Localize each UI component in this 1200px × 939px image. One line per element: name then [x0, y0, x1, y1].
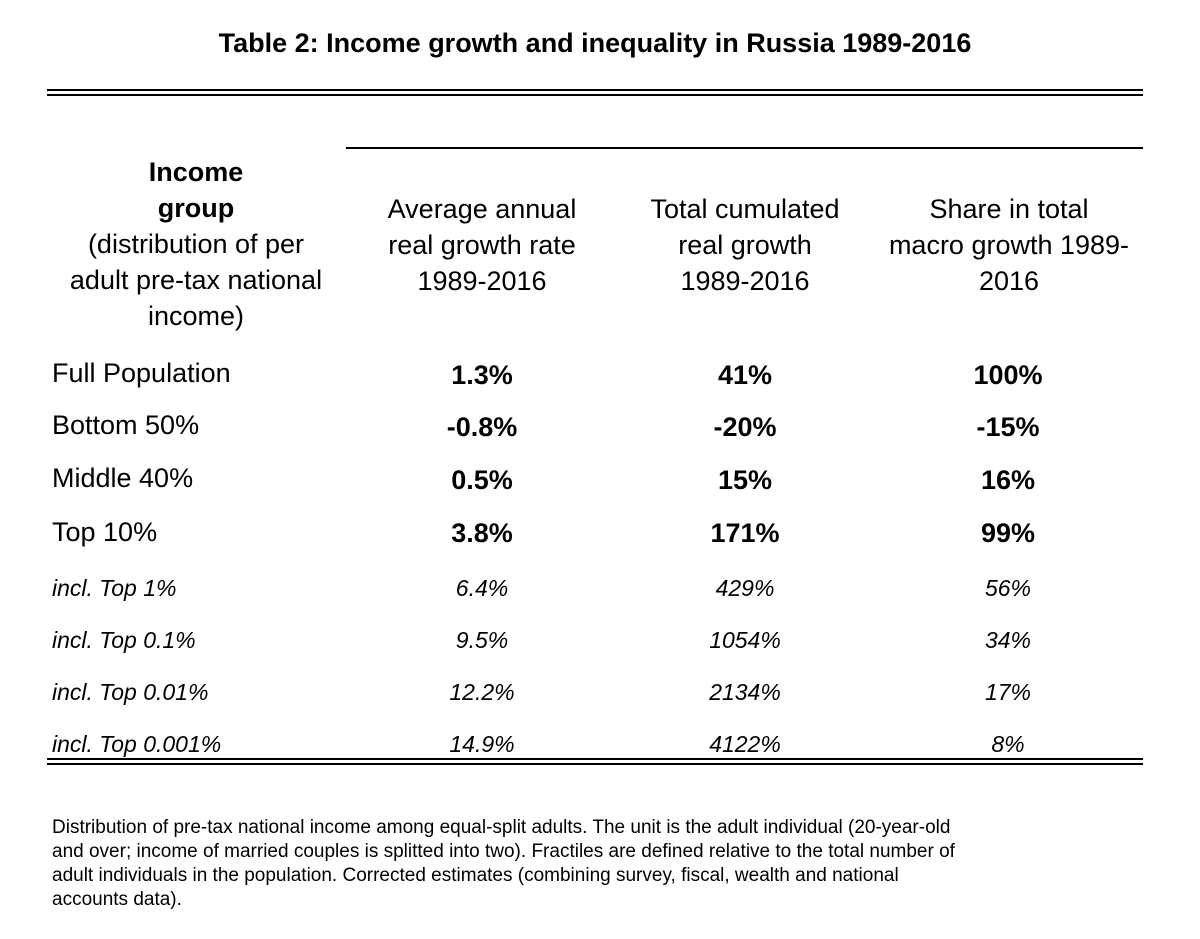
cell-total-growth: 4122%: [709, 731, 781, 757]
header-total-growth-line-3: 1989-2016: [680, 266, 810, 296]
cell-total-growth: -20%: [713, 412, 777, 442]
cell-avg-growth: 1.3%: [451, 360, 513, 390]
bottom-double-rule-upper: [47, 758, 1143, 760]
header-income-group-bold-2: group: [157, 193, 235, 223]
footnote-line-3: adult individuals in the population. Cor…: [52, 865, 899, 886]
cell-avg-growth: 0.5%: [451, 465, 513, 495]
row-label-top-10: Top 10%: [52, 517, 158, 547]
cell-share: 99%: [980, 518, 1036, 548]
header-total-growth-line-2: real growth: [678, 230, 812, 260]
header-rule: [346, 147, 1143, 149]
row-label-top-0-01: incl. Top 0.01%: [52, 679, 209, 705]
cell-total-growth: 1054%: [709, 627, 781, 653]
header-income-group-line-2: adult pre-tax national: [69, 265, 323, 295]
footnote-line-4: accounts data).: [52, 889, 182, 910]
cell-share: 34%: [984, 627, 1032, 653]
cell-share: -15%: [976, 412, 1040, 442]
cell-total-growth: 171%: [710, 518, 780, 548]
cell-avg-growth: 14.9%: [449, 731, 515, 757]
cell-total-growth: 41%: [717, 360, 773, 390]
row-label-top-0-1: incl. Top 0.1%: [52, 627, 196, 653]
footnote-line-2: and over; income of married couples is s…: [52, 841, 955, 862]
row-label-bottom-50: Bottom 50%: [52, 410, 200, 440]
cell-avg-growth: 9.5%: [455, 627, 509, 653]
row-label-full-population: Full Population: [52, 358, 231, 388]
footnote-line-1: Distribution of pre-tax national income …: [52, 817, 951, 838]
row-label-middle-40: Middle 40%: [52, 463, 194, 493]
table-title: Table 2: Income growth and inequality in…: [218, 28, 972, 58]
row-label-top-1: incl. Top 1%: [52, 575, 177, 601]
header-share-line-3: 2016: [978, 266, 1040, 296]
table-footnote: Distribution of pre-tax national income …: [52, 816, 1162, 912]
header-income-group-bold-1: Income: [148, 157, 244, 187]
cell-share: 16%: [980, 465, 1036, 495]
header-avg-growth-line-1: Average annual: [387, 194, 577, 224]
cell-avg-growth: 3.8%: [451, 518, 513, 548]
cell-total-growth: 15%: [717, 465, 773, 495]
header-avg-growth: Average annual real growth rate 1989-201…: [352, 191, 612, 299]
header-income-group: Income group (distribution of per adult …: [40, 154, 352, 334]
row-label-top-0-001: incl. Top 0.001%: [52, 731, 222, 757]
cell-total-growth: 429%: [715, 575, 775, 601]
header-share: Share in total macro growth 1989- 2016: [878, 191, 1140, 299]
cell-share: 56%: [984, 575, 1032, 601]
cell-avg-growth: 12.2%: [449, 679, 515, 705]
cell-share: 8%: [991, 731, 1025, 757]
cell-total-growth: 2134%: [709, 679, 781, 705]
top-double-rule-lower: [47, 94, 1143, 96]
header-avg-growth-line-3: 1989-2016: [417, 266, 547, 296]
header-total-growth-line-1: Total cumulated: [650, 194, 840, 224]
cell-avg-growth: -0.8%: [446, 412, 518, 442]
header-share-line-2: macro growth 1989-: [888, 230, 1130, 260]
bottom-double-rule-lower: [47, 763, 1143, 765]
top-double-rule-upper: [47, 89, 1143, 91]
header-share-line-1: Share in total: [929, 194, 1089, 224]
cell-share: 17%: [984, 679, 1032, 705]
cell-share: 100%: [973, 360, 1043, 390]
header-income-group-line-1: (distribution of per: [87, 229, 305, 259]
cell-avg-growth: 6.4%: [455, 575, 509, 601]
header-total-growth: Total cumulated real growth 1989-2016: [615, 191, 875, 299]
header-income-group-line-3: income): [147, 301, 245, 331]
header-avg-growth-line-2: real growth rate: [388, 230, 576, 260]
